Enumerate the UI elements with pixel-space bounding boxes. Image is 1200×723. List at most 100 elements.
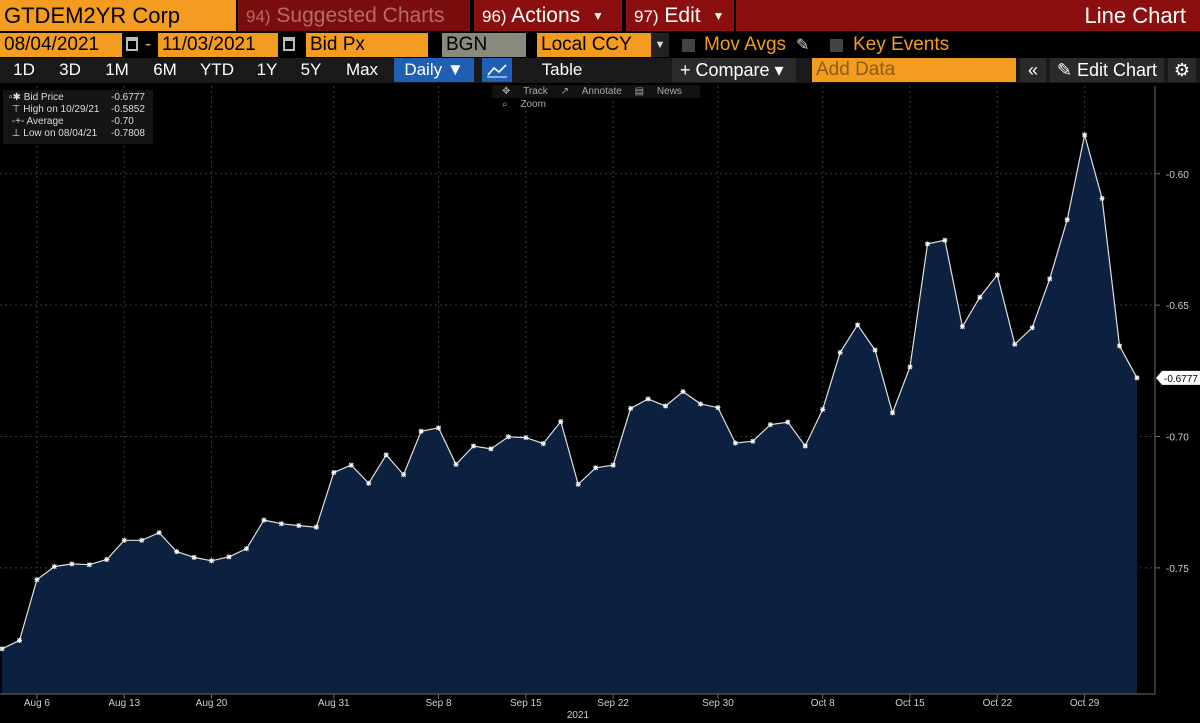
period-5y-button[interactable]: 5Y xyxy=(300,60,322,79)
start-date-field[interactable]: 08/04/2021 xyxy=(0,33,122,57)
end-date-field[interactable]: 11/03/2021 xyxy=(158,33,278,57)
pencil-icon[interactable]: ✎ xyxy=(796,37,810,54)
data-point xyxy=(663,403,669,409)
title-bar: GTDEM2YR Corp 94) Suggested Charts 96) A… xyxy=(0,0,1200,32)
data-point xyxy=(16,637,22,643)
track-tool[interactable]: ✥ Track xyxy=(502,86,548,97)
suggested-charts-number: 94) xyxy=(246,7,271,26)
chart-legend[interactable]: ▫✱ Bid Price -0.6777 ⊤ High on 10/29/21 … xyxy=(3,90,153,144)
data-point xyxy=(610,462,616,468)
edit-menu-button[interactable]: 97) Edit ▼ xyxy=(626,0,734,31)
data-point xyxy=(540,441,546,447)
legend-bid: ▫✱ Bid Price xyxy=(9,92,64,103)
chevron-down-icon: ▼ xyxy=(712,9,725,23)
x-tick-label: Aug 13 xyxy=(108,698,140,709)
mov-avgs-checkbox[interactable] xyxy=(682,39,695,52)
data-point xyxy=(436,425,442,431)
data-point xyxy=(86,562,92,568)
period-max-button[interactable]: Max xyxy=(345,60,379,79)
series-markers xyxy=(0,132,1140,652)
data-point xyxy=(1012,341,1018,347)
data-point xyxy=(593,465,599,471)
calendar-icon[interactable] xyxy=(283,37,295,51)
gear-icon[interactable]: ⚙ xyxy=(1168,58,1196,82)
data-point xyxy=(1117,343,1123,349)
data-point xyxy=(313,524,319,530)
edit-number: 97) xyxy=(634,7,659,26)
collapse-icon[interactable]: « xyxy=(1020,58,1046,82)
security-ticker[interactable]: GTDEM2YR Corp xyxy=(0,0,236,31)
mov-avgs-label[interactable]: Mov Avgs xyxy=(704,34,787,55)
suggested-charts-button[interactable]: 94) Suggested Charts xyxy=(238,0,470,31)
y-tick-label: -0.60 xyxy=(1166,170,1189,181)
data-point xyxy=(505,434,511,440)
edit-chart-button[interactable]: ✎ Edit Chart xyxy=(1050,58,1164,82)
actions-menu-button[interactable]: 96) Actions ▼ xyxy=(474,0,622,31)
data-point xyxy=(977,294,983,300)
legend-low-label: Low on 08/04/21 xyxy=(23,128,98,139)
period-1y-button[interactable]: 1Y xyxy=(256,60,278,79)
y-tick-label: -0.75 xyxy=(1166,564,1189,575)
x-tick-label: Sep 8 xyxy=(425,698,452,709)
data-point xyxy=(296,523,302,529)
period-6m-button[interactable]: 6M xyxy=(153,60,177,79)
data-point xyxy=(209,558,215,564)
x-tick-label: Sep 22 xyxy=(597,698,629,709)
toolbar: 1D 3D 1M 6M YTD 1Y 5Y Max Daily ▼ Table … xyxy=(0,58,1200,83)
calendar-icon[interactable] xyxy=(126,37,138,51)
actions-number: 96) xyxy=(482,7,507,26)
x-axis-ticks: Aug 6 Aug 13 Aug 20 Aug 31 Sep 8 Sep 15 Sep 22… xyxy=(24,694,1100,709)
data-point xyxy=(697,401,703,407)
field-selector[interactable]: Bid Px xyxy=(306,33,428,57)
key-events-label[interactable]: Key Events xyxy=(853,34,950,55)
news-tool[interactable]: ▤ News xyxy=(634,86,682,97)
pricing-source-field[interactable]: BGN xyxy=(442,33,526,57)
key-events-checkbox[interactable] xyxy=(830,39,843,52)
line-chart-icon-glyph xyxy=(487,64,507,78)
add-data-input[interactable]: Add Data xyxy=(812,58,1016,82)
data-point xyxy=(645,396,651,402)
data-point xyxy=(1082,132,1088,138)
last-value-tag: -0.6777 xyxy=(1156,370,1200,385)
compare-button[interactable]: + Compare ▾ xyxy=(672,58,796,82)
data-point xyxy=(243,546,249,552)
year-label: 2021 xyxy=(567,710,590,721)
data-point xyxy=(1064,217,1070,223)
data-point xyxy=(261,517,267,523)
annotate-tool[interactable]: ↗ Annotate xyxy=(560,86,622,97)
line-chart-icon[interactable] xyxy=(482,58,512,82)
period-3d-button[interactable]: 3D xyxy=(59,60,81,79)
data-point xyxy=(558,419,564,425)
chevron-down-icon[interactable]: ▼ xyxy=(651,33,669,57)
legend-low-value: -0.7808 xyxy=(111,128,145,139)
x-tick-label: Oct 8 xyxy=(811,698,835,709)
data-point xyxy=(470,443,476,449)
suggested-charts-label: Suggested Charts xyxy=(276,4,445,27)
period-1d-button[interactable]: 1D xyxy=(13,60,35,79)
data-point xyxy=(418,428,424,434)
table-view-button[interactable]: Table xyxy=(541,60,583,79)
last-value-box xyxy=(1156,370,1200,385)
data-point xyxy=(331,470,337,476)
data-point xyxy=(732,440,738,446)
data-point xyxy=(785,419,791,425)
data-point xyxy=(0,646,5,652)
period-1m-button[interactable]: 1M xyxy=(105,60,129,79)
legend-bid-value: -0.6777 xyxy=(111,92,145,103)
legend-average-value: -0.70 xyxy=(111,116,134,127)
data-point xyxy=(575,481,581,487)
data-point xyxy=(890,410,896,416)
frequency-selector[interactable]: Daily ▼ xyxy=(394,58,474,82)
data-point xyxy=(348,462,354,468)
zoom-tool[interactable]: ⌕ Zoom xyxy=(502,99,546,110)
data-point xyxy=(1047,276,1053,282)
legend-average-label: Average xyxy=(26,116,64,127)
legend-low: ⊥ Low on 08/04/21 xyxy=(9,128,98,139)
y-tick-label: -0.70 xyxy=(1166,433,1189,444)
data-point xyxy=(278,521,284,527)
period-ytd-button[interactable]: YTD xyxy=(200,60,234,79)
news-label: News xyxy=(656,86,682,97)
data-point xyxy=(34,577,40,583)
currency-selector[interactable]: Local CCY xyxy=(537,33,651,57)
